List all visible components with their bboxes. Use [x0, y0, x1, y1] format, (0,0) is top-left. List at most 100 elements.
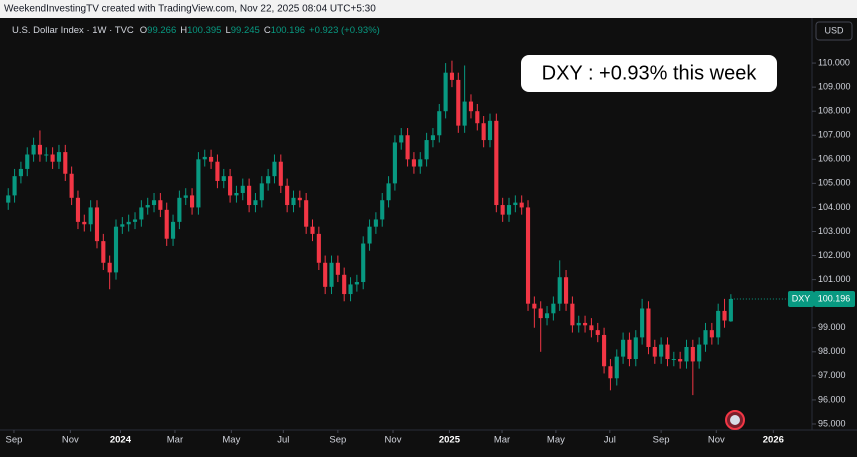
x-tick-label: Sep — [5, 435, 22, 446]
candle-body — [627, 339, 632, 360]
candle-body — [690, 346, 695, 362]
candle-body — [570, 303, 575, 326]
candle-body — [671, 359, 676, 361]
candle-body — [633, 337, 638, 360]
candle-body — [595, 330, 600, 335]
x-tick-label: Mar — [167, 435, 183, 446]
candle-body — [63, 152, 68, 174]
candle-body — [139, 207, 144, 220]
candle-body — [240, 185, 245, 193]
candle-body — [6, 195, 11, 203]
x-tick-label: 2026 — [763, 435, 784, 446]
candle-body — [684, 346, 689, 362]
candle-body — [278, 161, 283, 186]
candle-body — [259, 183, 264, 201]
candle-body — [145, 205, 150, 208]
candle-body — [177, 197, 182, 222]
candle-body — [120, 224, 125, 227]
candle-body — [557, 277, 562, 304]
candle-body — [614, 356, 619, 379]
candle-body — [88, 207, 93, 225]
legend: U.S. Dollar Index · 1W · TVC O99.266 H100.… — [12, 25, 380, 36]
candle-body — [297, 197, 302, 201]
candle-body — [37, 144, 42, 155]
candle-body — [234, 192, 239, 196]
candle-body — [323, 262, 328, 287]
legend-key: O — [140, 25, 147, 36]
candle-body — [209, 156, 214, 162]
candle-body — [411, 159, 416, 167]
candle-body — [56, 152, 62, 162]
candle-body — [183, 195, 188, 198]
y-tick-label: 102.000 — [818, 250, 851, 260]
x-tick-label: 2025 — [439, 435, 461, 446]
candle-body — [202, 156, 207, 160]
candle-body — [354, 282, 359, 285]
y-tick-label: 107.000 — [818, 130, 851, 140]
annotation-box — [521, 55, 777, 92]
candle-body — [456, 79, 461, 126]
top-bar — [0, 0, 857, 18]
candle-body — [525, 207, 531, 304]
candle-body — [69, 173, 74, 198]
x-tick-label: 2024 — [110, 435, 132, 446]
candle-body — [538, 308, 543, 319]
candle-body — [266, 176, 271, 184]
legend-key: L — [225, 25, 230, 36]
candle-body — [405, 135, 410, 160]
candle-body — [418, 159, 423, 167]
candle-body — [500, 205, 505, 215]
candle-body — [697, 344, 702, 362]
x-tick-label: Mar — [494, 435, 510, 446]
candle-body — [304, 200, 309, 227]
legend-value: 100.196 — [271, 25, 305, 36]
x-tick-label: Jul — [277, 435, 289, 446]
candle-body — [18, 168, 23, 177]
candle-body — [132, 219, 138, 222]
candle-body — [481, 123, 486, 141]
candle-body — [82, 221, 87, 225]
candle-body — [602, 334, 607, 367]
candle-body — [519, 202, 524, 208]
candle-body — [361, 243, 366, 283]
candle-body — [113, 226, 119, 273]
y-tick-label: 96.000 — [818, 394, 846, 404]
candle-body — [621, 339, 626, 357]
y-tick-label: 95.000 — [818, 418, 846, 428]
candle-body — [44, 154, 49, 156]
candle-body — [151, 200, 157, 206]
candle-body — [158, 200, 163, 210]
candle-body — [468, 101, 474, 112]
candle-body — [316, 233, 321, 263]
legend-change: +0.923 (+0.93%) — [309, 25, 380, 36]
candle-body — [437, 111, 442, 136]
y-tick-label: 110.000 — [818, 57, 850, 67]
candle-body — [335, 262, 340, 275]
candle-body — [462, 101, 467, 126]
candle-body — [101, 241, 106, 263]
candle-body — [716, 310, 721, 338]
candle-body — [228, 176, 233, 196]
candle-body — [475, 111, 480, 124]
candle-body — [12, 176, 17, 196]
legend-key: H — [180, 25, 187, 36]
last-price-tag-label: DXY — [792, 293, 811, 303]
candle-body — [348, 284, 353, 295]
candle-body — [342, 274, 347, 295]
candle-body — [25, 154, 30, 169]
candle-body — [722, 310, 727, 321]
candle-body — [430, 135, 435, 141]
symbol-title: U.S. Dollar Index · 1W · TVC — [12, 25, 134, 36]
candle-body — [506, 205, 512, 215]
x-tick-label: Jul — [604, 435, 616, 446]
last-price-tag-bg — [814, 290, 855, 307]
y-tick-label: 101.000 — [818, 274, 851, 284]
last-price-tag: 100.196 — [818, 293, 851, 303]
candle-body — [190, 195, 195, 208]
x-tick-label: May — [547, 435, 565, 446]
candle-body — [367, 226, 372, 244]
x-tick-label: Nov — [62, 435, 79, 446]
candle-body — [652, 346, 657, 357]
